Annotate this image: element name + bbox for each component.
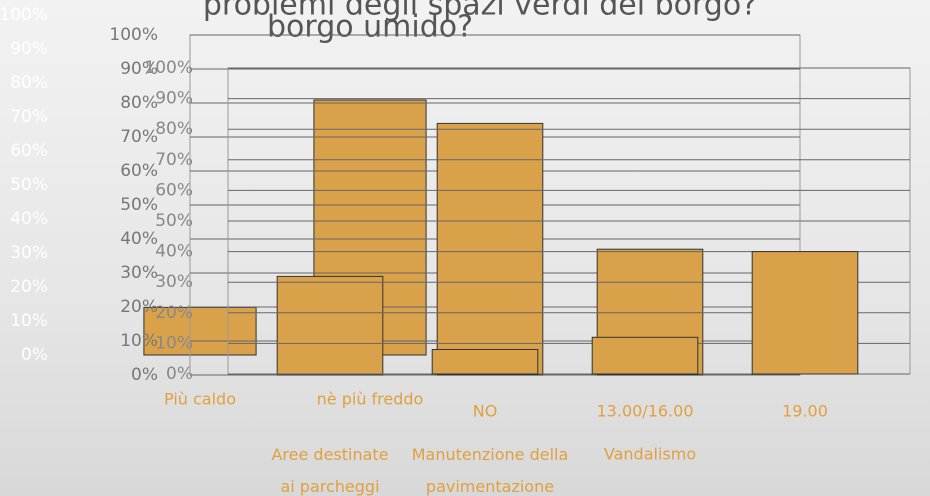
bar xyxy=(277,276,383,375)
chart: 0%10%20%30%40%50%60%70%80%90%100%Più cal… xyxy=(0,0,930,496)
y-tick-label: 60% xyxy=(155,180,193,200)
bar xyxy=(752,252,858,374)
x-tick-label: Vandalismo xyxy=(604,445,696,464)
y-tick-label: 0% xyxy=(166,364,193,384)
y-tick-label: 20% xyxy=(155,303,193,323)
x-tick-label: 13.00/16.00 xyxy=(597,402,694,421)
y-tick-label: 40% xyxy=(120,229,158,249)
y-tick-label: 50% xyxy=(120,195,158,215)
y-tick-label: 50% xyxy=(155,211,193,231)
y-tick-label: 80% xyxy=(10,73,48,93)
y-tick-label: 30% xyxy=(120,263,158,283)
bar xyxy=(592,337,698,374)
x-tick-label: Manutenzione della pavimentazione xyxy=(412,445,569,496)
y-tick-label: 80% xyxy=(155,119,193,139)
y-tick-label: 100% xyxy=(109,25,158,45)
y-tick-label: 20% xyxy=(10,277,48,297)
y-tick-label: 70% xyxy=(10,107,48,127)
y-tick-label: 40% xyxy=(155,242,193,262)
y-tick-label: 60% xyxy=(120,161,158,181)
y-tick-label: 10% xyxy=(10,311,48,331)
bar xyxy=(437,123,543,375)
label-line: Manutenzione della xyxy=(412,445,569,464)
chart-title: problemi degli spazi verdi del borgo? xyxy=(203,0,757,23)
y-tick-label: 70% xyxy=(120,127,158,147)
y-tick-label: 90% xyxy=(10,39,48,59)
y-tick-label: 0% xyxy=(131,365,158,385)
x-tick-label: 19.00 xyxy=(782,402,828,421)
x-tick-label: NO xyxy=(473,402,498,421)
label-line: pavimentazione xyxy=(426,477,554,496)
slide: 0%10%20%30%40%50%60%70%80%90%100%Più cal… xyxy=(0,0,930,496)
x-tick-label: nè più freddo xyxy=(317,390,424,409)
y-tick-label: 40% xyxy=(10,209,48,229)
y-tick-label: 80% xyxy=(120,93,158,113)
y-tick-label: 0% xyxy=(21,345,48,365)
y-tick-label: 30% xyxy=(155,272,193,292)
label-line: Aree destinate xyxy=(271,445,388,464)
y-tick-label: 10% xyxy=(120,331,158,351)
label-line: ai parcheggi xyxy=(280,477,379,496)
x-tick-label: Aree destinate ai parcheggi xyxy=(271,445,388,496)
y-tick-label: 100% xyxy=(0,5,48,25)
y-tick-label: 60% xyxy=(10,141,48,161)
y-tick-label: 20% xyxy=(120,297,158,317)
x-tick-label: Più caldo xyxy=(164,390,236,409)
y-tick-label: 30% xyxy=(10,243,48,263)
bar xyxy=(432,350,538,374)
y-tick-label: 10% xyxy=(155,333,193,353)
y-tick-label: 70% xyxy=(155,150,193,170)
y-tick-label: 90% xyxy=(155,89,193,109)
y-tick-label: 50% xyxy=(10,175,48,195)
y-tick-label: 100% xyxy=(144,58,193,78)
